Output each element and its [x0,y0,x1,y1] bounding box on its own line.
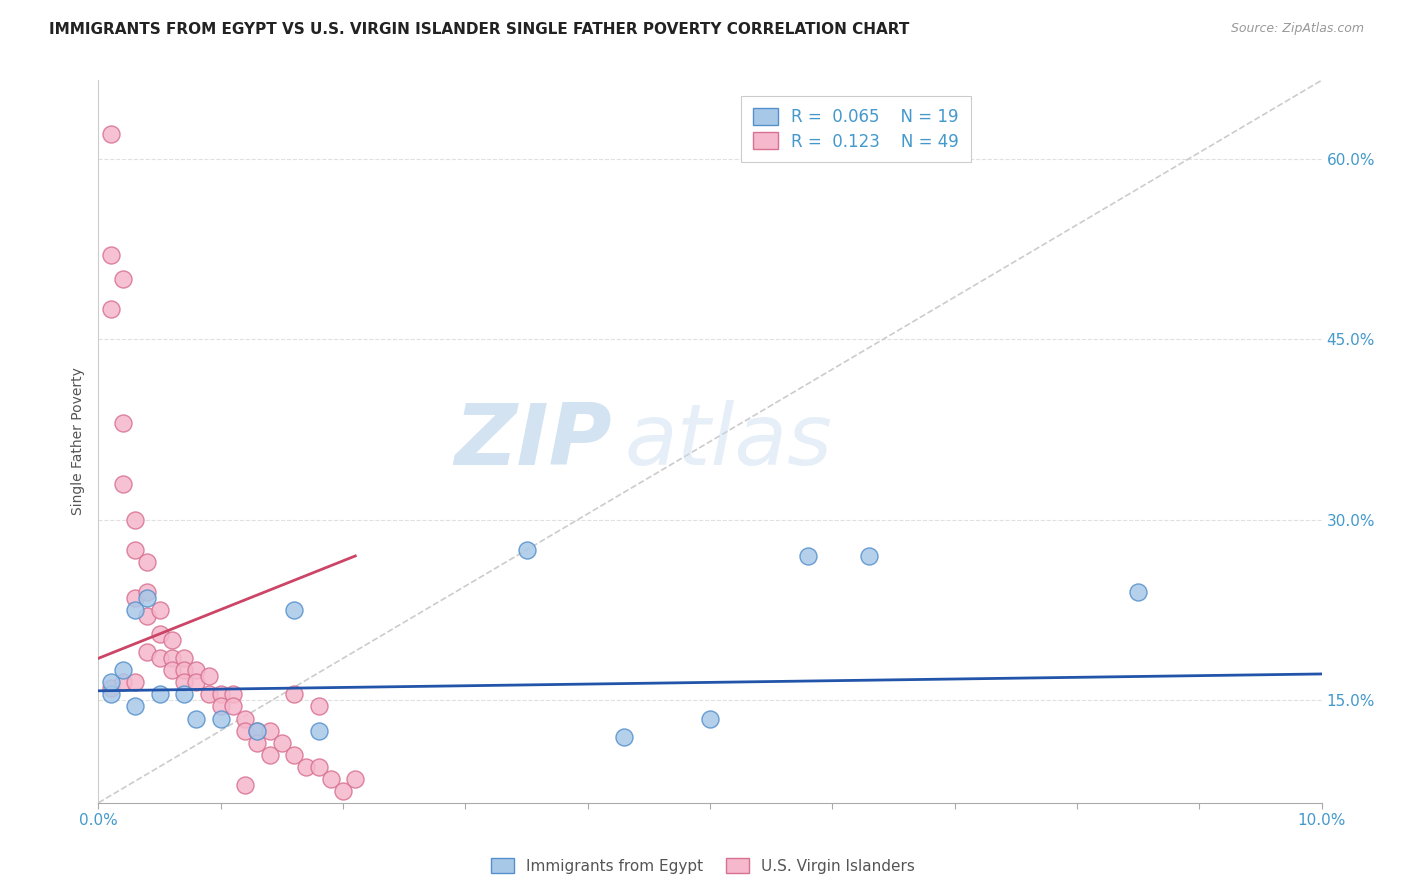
Point [100,248,122,262]
Point [136,591,159,606]
Point [111,675,134,690]
Point [197,669,219,683]
Legend: R =  0.065    N = 19, R =  0.123    N = 49: R = 0.065 N = 19, R = 0.123 N = 49 [741,95,970,162]
Point [100,681,122,696]
Point [111,417,134,431]
Point [100,687,122,701]
Text: IMMIGRANTS FROM EGYPT VS U.S. VIRGIN ISLANDER SINGLE FATHER POVERTY CORRELATION : IMMIGRANTS FROM EGYPT VS U.S. VIRGIN ISL… [49,22,910,37]
Point [233,723,256,738]
Point [100,128,122,142]
Point [246,735,269,749]
Point [246,723,269,738]
Point [100,675,122,690]
Point [699,712,721,726]
Point [319,772,342,786]
Point [797,549,820,563]
Point [124,699,146,714]
Point [136,585,159,599]
Point [149,651,172,665]
Point [111,664,134,678]
Point [173,687,195,701]
Point [209,687,232,701]
Point [149,627,172,641]
Point [149,603,172,617]
Text: atlas: atlas [624,400,832,483]
Point [259,723,281,738]
Point [136,645,159,659]
Point [283,603,305,617]
Point [858,549,880,563]
Point [124,591,146,606]
Point [209,712,232,726]
Point [516,542,538,557]
Point [613,730,636,744]
Point [160,664,183,678]
Point [136,609,159,624]
Point [308,760,330,774]
Point [209,699,232,714]
Point [160,651,183,665]
Point [124,542,146,557]
Point [160,633,183,648]
Point [124,675,146,690]
Point [308,699,330,714]
Point [197,687,219,701]
Point [100,301,122,317]
Point [283,687,305,701]
Point [259,747,281,762]
Text: ZIP: ZIP [454,400,612,483]
Point [222,687,245,701]
Point [124,603,146,617]
Point [173,675,195,690]
Point [186,675,208,690]
Point [173,651,195,665]
Point [111,476,134,491]
Point [149,687,172,701]
Point [222,699,245,714]
Point [283,747,305,762]
Point [344,772,367,786]
Point [233,712,256,726]
Point [233,778,256,792]
Text: Source: ZipAtlas.com: Source: ZipAtlas.com [1230,22,1364,36]
Point [136,555,159,569]
Point [124,513,146,527]
Point [332,784,354,798]
Point [246,723,269,738]
Point [186,664,208,678]
Point [295,760,318,774]
Point [173,664,195,678]
Point [270,735,292,749]
Point [1128,585,1150,599]
Y-axis label: Single Father Poverty: Single Father Poverty [72,368,86,516]
Point [308,723,330,738]
Legend: Immigrants from Egypt, U.S. Virgin Islanders: Immigrants from Egypt, U.S. Virgin Islan… [485,852,921,880]
Point [111,272,134,286]
Point [186,712,208,726]
